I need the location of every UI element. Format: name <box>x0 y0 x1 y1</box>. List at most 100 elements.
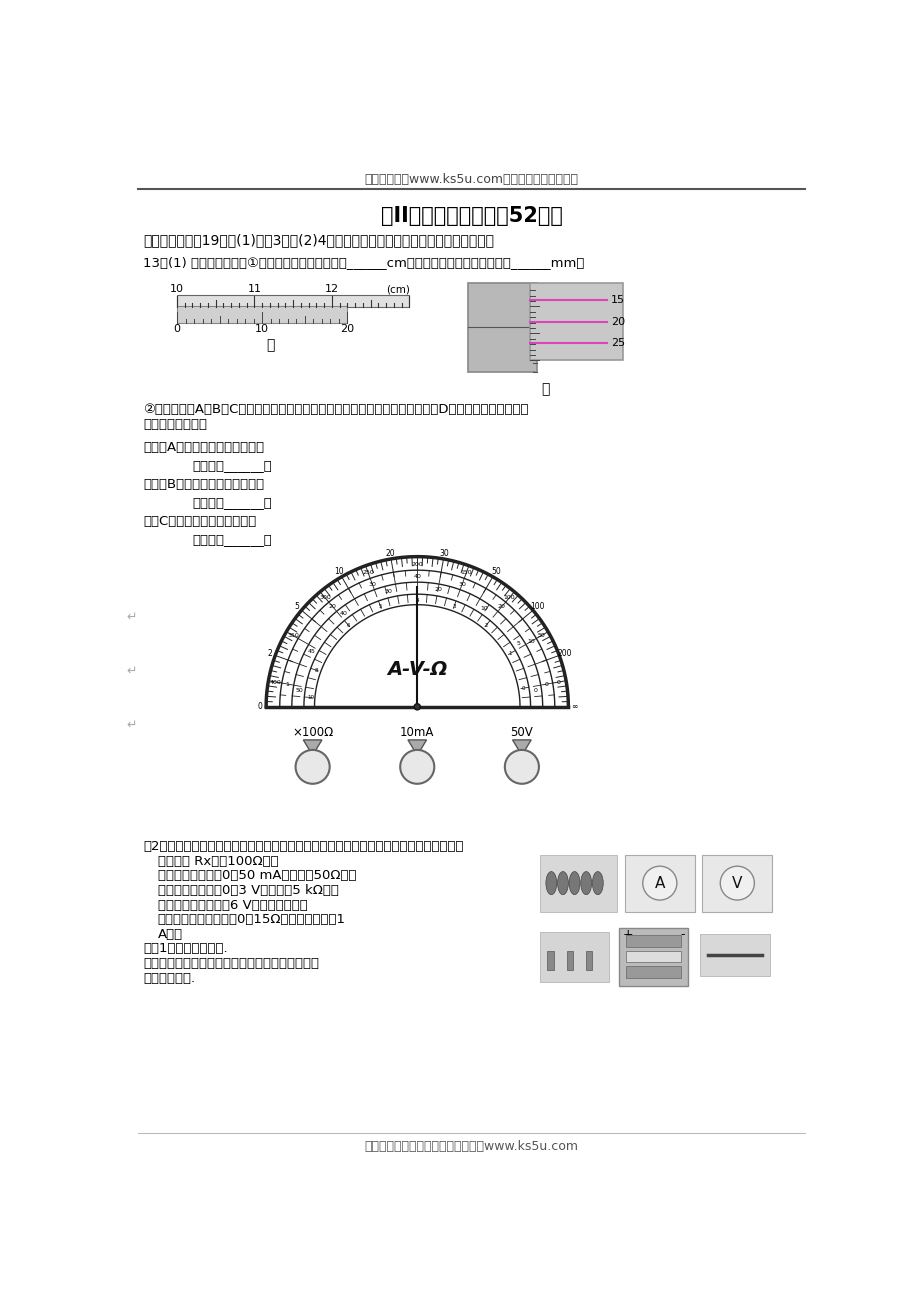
Text: 实物图上连线.: 实物图上连线. <box>142 971 195 984</box>
Text: V: V <box>732 876 742 891</box>
Bar <box>539 854 617 913</box>
Text: 第II卷（非选择题，共52分）: 第II卷（非选择题，共52分） <box>380 206 562 227</box>
Circle shape <box>414 703 420 710</box>
Text: 0: 0 <box>174 324 180 335</box>
Polygon shape <box>407 740 426 755</box>
Text: 0: 0 <box>520 686 524 691</box>
Text: 3: 3 <box>452 604 455 609</box>
Text: 若是用A档测量，指针偏转如图，: 若是用A档测量，指针偏转如图， <box>142 441 264 454</box>
Text: 6: 6 <box>346 622 349 628</box>
Circle shape <box>642 866 676 900</box>
Ellipse shape <box>580 871 591 894</box>
Text: 20: 20 <box>497 604 505 609</box>
Text: 开关1个，导线若干条.: 开关1个，导线若干条. <box>142 943 227 956</box>
Text: A-V-Ω: A-V-Ω <box>387 660 447 678</box>
Circle shape <box>720 866 754 900</box>
Text: 300: 300 <box>319 595 331 600</box>
Text: 20: 20 <box>328 604 336 609</box>
Text: 甲: 甲 <box>266 339 274 352</box>
Bar <box>467 284 537 372</box>
Text: 30: 30 <box>368 582 376 586</box>
Text: 直流电源（输出电压6 V，内阻不计）；: 直流电源（输出电压6 V，内阻不计）； <box>157 898 307 911</box>
Text: 0: 0 <box>544 682 548 686</box>
Text: 200: 200 <box>411 561 423 566</box>
Ellipse shape <box>545 871 556 894</box>
Text: 5: 5 <box>516 642 520 646</box>
Text: ↵: ↵ <box>127 664 137 677</box>
Circle shape <box>295 750 329 784</box>
Text: 12: 12 <box>324 284 339 294</box>
Text: ↵: ↵ <box>127 719 137 732</box>
Text: 30: 30 <box>439 548 448 557</box>
Text: 100: 100 <box>504 595 515 600</box>
Text: 10: 10 <box>527 639 535 644</box>
Text: 是用C档测量，指针偏转如图，: 是用C档测量，指针偏转如图， <box>142 516 255 529</box>
Bar <box>624 854 694 913</box>
Text: +: + <box>622 928 632 941</box>
Text: 1: 1 <box>508 651 511 656</box>
Bar <box>702 854 771 913</box>
Text: 30: 30 <box>384 590 391 594</box>
Text: 100: 100 <box>530 602 544 611</box>
Text: 4: 4 <box>415 598 418 603</box>
Text: A）；: A）； <box>157 928 183 941</box>
Text: 10: 10 <box>480 605 487 611</box>
Text: 50V: 50V <box>510 727 533 740</box>
Text: 高考资源网（www.ks5u.com），您身边的高考专家: 高考资源网（www.ks5u.com），您身边的高考专家 <box>364 173 578 186</box>
Bar <box>699 934 769 976</box>
Text: 250: 250 <box>362 570 374 575</box>
Ellipse shape <box>592 871 603 894</box>
Text: 则读数为______。: 则读数为______。 <box>192 533 272 546</box>
Text: ↵: ↵ <box>127 611 137 624</box>
Text: 50: 50 <box>537 633 545 638</box>
Text: 则读数为______；: 则读数为______； <box>192 496 272 509</box>
Circle shape <box>400 750 434 784</box>
Text: 30: 30 <box>458 582 466 586</box>
Text: 11: 11 <box>247 284 261 294</box>
Text: 50: 50 <box>295 687 302 693</box>
Text: C: C <box>516 759 526 772</box>
Text: 150: 150 <box>460 570 471 575</box>
Text: A: A <box>308 759 316 772</box>
Text: 15: 15 <box>610 296 624 305</box>
Bar <box>626 966 680 978</box>
Text: 待测电阻 Rx（约100Ω）；: 待测电阻 Rx（约100Ω）； <box>157 854 278 867</box>
Polygon shape <box>303 740 322 755</box>
Text: 10: 10 <box>307 695 313 700</box>
Text: ②如图所示，A、B、C是多用表在进行不同测量时，转换开关分别指示的位置，D是多用表表盘指针在测: ②如图所示，A、B、C是多用表在进行不同测量时，转换开关分别指示的位置，D是多用… <box>142 402 528 415</box>
Text: 乙: 乙 <box>540 381 549 396</box>
Text: 0: 0 <box>257 702 262 711</box>
Bar <box>262 703 572 711</box>
Bar <box>547 950 553 970</box>
Text: (cm): (cm) <box>386 284 410 294</box>
Bar <box>539 932 608 982</box>
Text: 10mA: 10mA <box>400 727 434 740</box>
Polygon shape <box>512 740 530 755</box>
Bar <box>618 928 687 986</box>
Text: 40: 40 <box>413 574 421 578</box>
Wedge shape <box>262 553 572 707</box>
Text: 20: 20 <box>434 587 441 592</box>
Text: ∞: ∞ <box>571 702 577 711</box>
Text: 10: 10 <box>255 324 269 335</box>
Text: 8: 8 <box>314 668 318 673</box>
Text: 20: 20 <box>340 324 354 335</box>
Text: 直流电压表（量程0～3 V，内阻约5 kΩ）；: 直流电压表（量程0～3 V，内阻约5 kΩ）； <box>157 884 338 897</box>
Bar <box>529 284 622 361</box>
Bar <box>585 950 592 970</box>
Text: 20: 20 <box>610 316 624 327</box>
Text: 10: 10 <box>170 284 184 294</box>
Text: 2: 2 <box>484 622 487 628</box>
Text: 25: 25 <box>610 339 624 349</box>
Text: 50: 50 <box>491 568 500 575</box>
Bar <box>566 950 573 970</box>
Text: ×100Ω: ×100Ω <box>291 727 333 740</box>
Text: 根据器材的规格和实验要求，画出实验电路图，在: 根据器材的规格和实验要求，画出实验电路图，在 <box>142 957 319 970</box>
Circle shape <box>505 750 539 784</box>
Ellipse shape <box>569 871 579 894</box>
Bar <box>176 294 409 307</box>
Bar <box>176 306 347 323</box>
Text: B: B <box>413 759 421 772</box>
Text: 2: 2 <box>267 648 272 658</box>
Text: 欢迎广大教师踊跃来稿，稿酬丰厚。www.ks5u.com: 欢迎广大教师踊跃来稿，稿酬丰厚。www.ks5u.com <box>364 1141 578 1154</box>
